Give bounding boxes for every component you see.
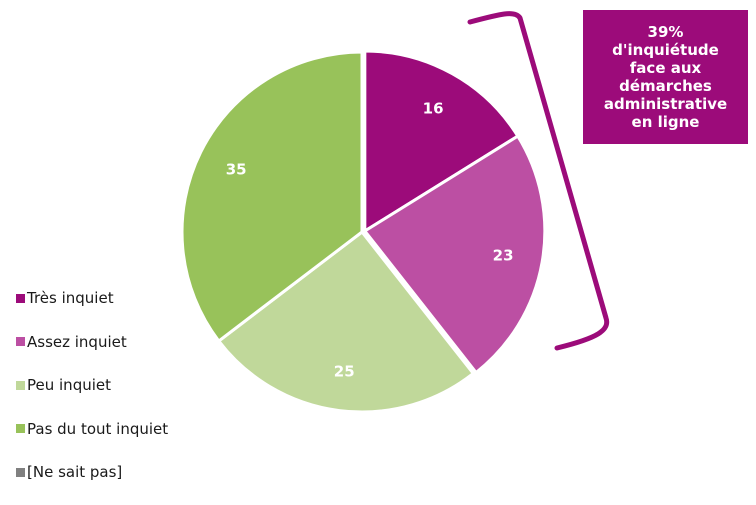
- legend-swatch: [16, 337, 25, 346]
- legend-item: Très inquiet: [16, 287, 168, 309]
- pie-slice-labels: 16 23 25 35: [226, 99, 514, 380]
- legend-item: Peu inquiet: [16, 374, 168, 396]
- legend-label: [Ne sait pas]: [27, 463, 123, 481]
- legend-label: Très inquiet: [27, 289, 114, 307]
- grouping-bracket: [467, 11, 610, 351]
- pie-slices: [180, 49, 547, 414]
- chart-legend: Très inquiet Assez inquiet Peu inquiet Pas …: [16, 287, 168, 505]
- legend-item: Pas du tout inquiet: [16, 418, 168, 440]
- legend-label: Pas du tout inquiet: [27, 419, 169, 438]
- slice-value-label: 25: [334, 362, 355, 380]
- legend-swatch: [16, 293, 25, 303]
- pie-slice-pas-du-tout-inquiet: [180, 50, 364, 343]
- pie-slice-tr-s-inquiet: [363, 49, 520, 233]
- slice-value-label: 16: [423, 99, 444, 117]
- legend-label: Peu inquiet: [27, 376, 111, 394]
- legend-swatch: [16, 424, 25, 433]
- callout-box: 39% d'inquiétude face aux démarches admi…: [583, 10, 748, 144]
- legend-item: [Ne sait pas]: [16, 461, 168, 483]
- pie-slice-peu-inquiet: [217, 230, 475, 414]
- callout-text: 39% d'inquiétude face aux démarches admi…: [603, 23, 728, 131]
- legend-swatch: [16, 467, 25, 477]
- slice-value-label: 35: [226, 161, 247, 179]
- pie-chart: 16 23 25 35: [180, 11, 610, 414]
- legend-label: Assez inquiet: [27, 332, 127, 351]
- legend-item: Assez inquiet: [16, 331, 168, 353]
- slice-value-label: 23: [493, 246, 514, 264]
- pie-slice-assez-inquiet: [363, 134, 547, 375]
- legend-swatch: [16, 380, 25, 390]
